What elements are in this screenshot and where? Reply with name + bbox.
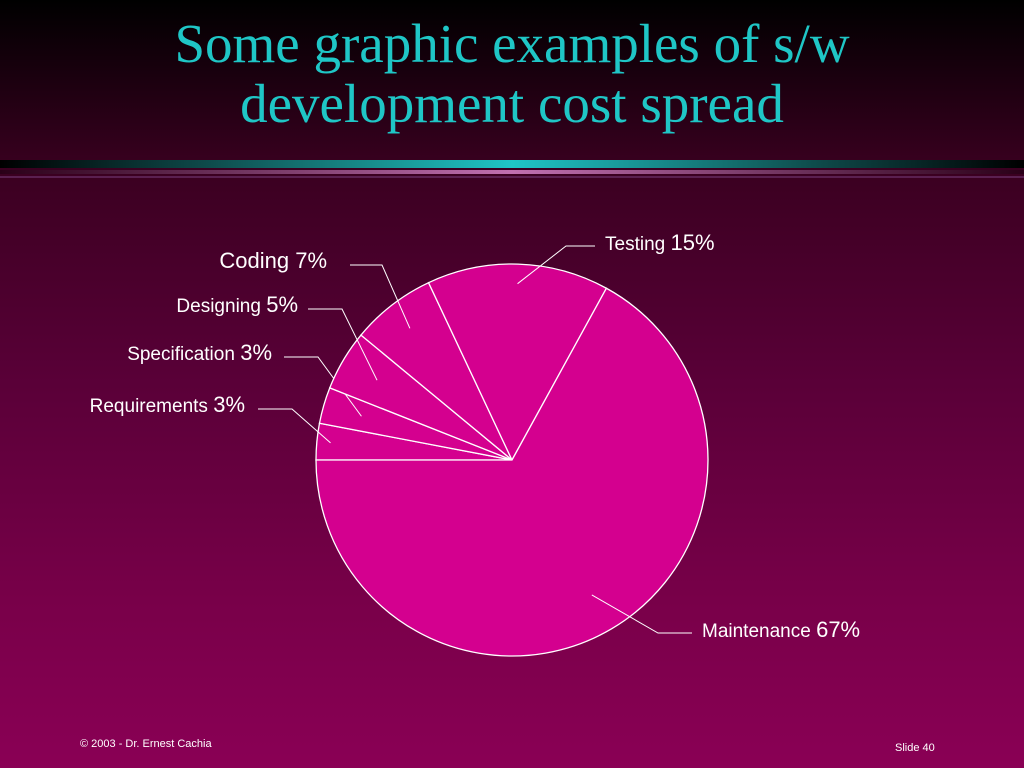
- slice-name: Designing: [176, 296, 266, 317]
- slice-name: Specification: [127, 344, 240, 365]
- title-line-2: development cost spread: [240, 73, 784, 134]
- leader-line-designing: [308, 308, 378, 381]
- slice-percent: 15%: [670, 230, 714, 255]
- slice-name: Maintenance: [702, 621, 816, 642]
- slice-label-specification: Specification 3%: [127, 340, 272, 365]
- leader-line-coding: [350, 264, 411, 329]
- slice-label-testing: Testing 15%: [605, 230, 715, 255]
- pie-slice-testing: [427, 263, 608, 462]
- slice-percent: 3%: [240, 340, 272, 365]
- slide-title: Some graphic examples of s/w development…: [0, 14, 1024, 134]
- slice-percent: 5%: [266, 292, 298, 317]
- footer-copyright: © 2003 - Dr. Ernest Cachia: [80, 738, 212, 750]
- slice-percent: 67%: [816, 617, 860, 642]
- leader-line-requirements: [258, 408, 331, 444]
- slice-label-requirements: Requirements 3%: [90, 392, 245, 417]
- title-line-1: Some graphic examples of s/w: [174, 13, 850, 74]
- slice-name: Coding: [219, 248, 295, 273]
- slice-label-coding: Coding 7%: [219, 248, 327, 273]
- leader-line-maintenance: [591, 594, 692, 634]
- title-divider-dark: [0, 176, 1024, 178]
- footer-slide-number: Slide 40: [895, 742, 935, 754]
- leader-line-specification: [284, 356, 362, 417]
- title-divider-pink: [0, 170, 1024, 174]
- slice-label-maintenance: Maintenance 67%: [702, 617, 860, 642]
- slice-percent: 7%: [295, 248, 327, 273]
- pie-slice-maintenance: [315, 287, 709, 657]
- title-divider-cyan: [0, 160, 1024, 168]
- slice-name: Testing: [605, 234, 670, 255]
- slice-percent: 3%: [213, 392, 245, 417]
- slice-name: Requirements: [90, 396, 214, 417]
- leader-line-testing: [517, 245, 595, 285]
- slice-label-designing: Designing 5%: [176, 292, 298, 317]
